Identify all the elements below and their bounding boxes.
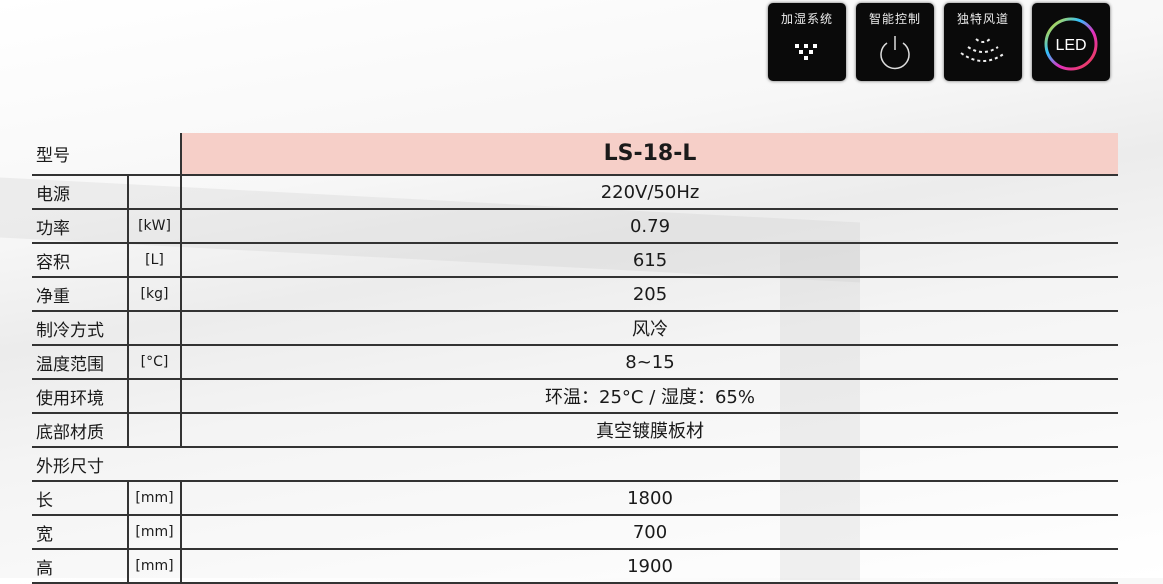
row-name: 制冷方式 (32, 311, 128, 346)
model-value: LS-18-L (180, 133, 1118, 176)
table-row: 底部材质 真空镀膜板材 (32, 413, 1118, 448)
row-value: 700 (180, 515, 1118, 550)
row-value: 220V/50Hz (180, 175, 1118, 210)
table-row: 功率 [kW] 0.79 (32, 209, 1118, 244)
row-unit: [kg] (127, 277, 181, 312)
row-unit: [°C] (127, 345, 181, 380)
table-row: 长 [mm] 1800 (32, 481, 1118, 516)
row-value: 615 (180, 243, 1118, 278)
row-name: 长 (32, 481, 128, 516)
feature-humidifier: 加湿系统 (768, 3, 846, 81)
row-unit (127, 175, 181, 210)
row-value: 0.79 (180, 209, 1118, 244)
row-value: 1800 (180, 481, 1118, 516)
row-name: 使用环境 (32, 379, 128, 414)
row-name: 功率 (32, 209, 128, 244)
row-unit (128, 133, 181, 176)
power-icon (880, 36, 910, 70)
table-row: 宽 [mm] 700 (32, 515, 1118, 550)
humidifier-dots-icon (795, 44, 817, 60)
section-label: 外形尺寸 (32, 447, 1118, 482)
table-row: 电源 220V/50Hz (32, 175, 1118, 210)
row-name: 电源 (32, 175, 128, 210)
row-name: 温度范围 (32, 345, 128, 380)
row-unit (127, 413, 181, 448)
row-value: 风冷 (180, 311, 1118, 346)
feature-led: LED (1032, 3, 1110, 81)
row-value: 205 (180, 277, 1118, 312)
row-value: 8~15 (180, 345, 1118, 380)
row-unit: [L] (127, 243, 181, 278)
led-ring-icon: LED (1044, 17, 1098, 71)
row-unit (127, 311, 181, 346)
row-name: 底部材质 (32, 413, 128, 448)
table-row-dimensions-header: 外形尺寸 (32, 447, 1118, 482)
table-row: 制冷方式 风冷 (32, 311, 1118, 346)
row-unit: [kW] (127, 209, 181, 244)
row-name: 型号 (32, 133, 128, 176)
feature-label: LED (1055, 37, 1086, 54)
row-value: 环温：25°C / 湿度：65% (180, 379, 1118, 414)
feature-smart-control: 智能控制 (856, 3, 934, 81)
table-row-model: 型号 LS-18-L (32, 133, 1118, 176)
spec-table: 型号 LS-18-L 电源 220V/50Hz 功率 [kW] 0.79 容积 [L] 6… (32, 133, 1118, 584)
table-row: 使用环境 环温：25°C / 湿度：65% (32, 379, 1118, 414)
row-unit (127, 379, 181, 414)
row-name: 容积 (32, 243, 128, 278)
table-row: 净重 [kg] 205 (32, 277, 1118, 312)
table-row: 温度范围 [°C] 8~15 (32, 345, 1118, 380)
row-unit: [mm] (127, 481, 181, 516)
feature-label: 独特风道 (956, 12, 1009, 26)
row-value: 真空镀膜板材 (180, 413, 1118, 448)
row-name: 净重 (32, 277, 128, 312)
row-name: 宽 (32, 515, 128, 550)
feature-label: 加湿系统 (780, 12, 833, 26)
feature-label: 智能控制 (868, 12, 921, 26)
row-unit: [mm] (127, 515, 181, 550)
feature-icons: 加湿系统 智能控制 独特风道 LED (768, 3, 1110, 81)
airflow-waves-icon (960, 38, 1006, 62)
feature-airflow: 独特风道 (944, 3, 1022, 81)
table-row: 容积 [L] 615 (32, 243, 1118, 278)
